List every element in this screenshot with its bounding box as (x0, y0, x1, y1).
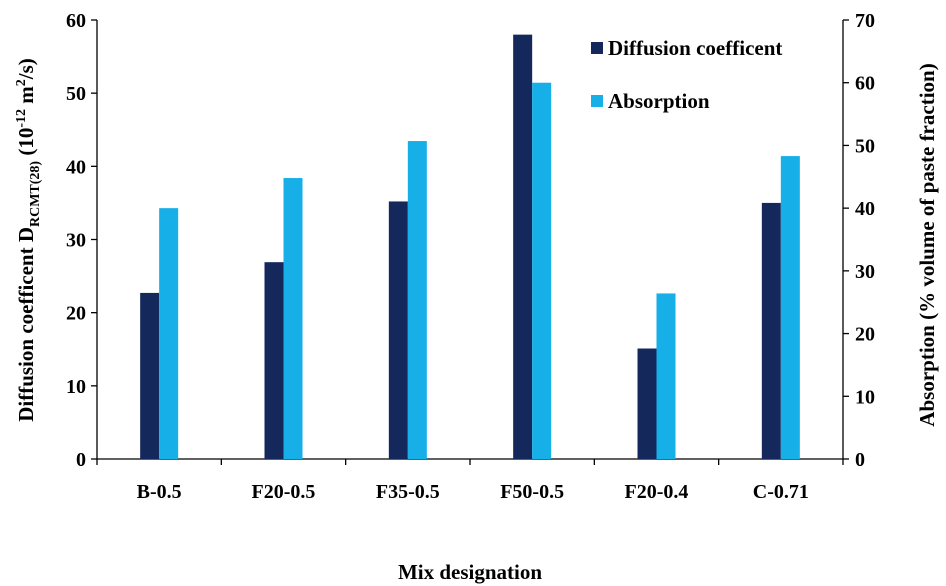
x-tick-label: F35-0.5 (376, 481, 440, 503)
y-tick-label-right: 60 (855, 73, 875, 95)
bar-diffusion-f35-05 (388, 201, 408, 459)
y-axis-title-subscript: RCMT(28) (28, 161, 43, 227)
y-tick-label-left: 20 (66, 303, 86, 325)
y-axis-title-right: Absorption (% volume of paste fraction) (915, 63, 939, 426)
bar-absorption-b-05 (159, 208, 179, 459)
bar-diffusion-f50-05 (513, 34, 533, 460)
y-tick-label-right: 0 (855, 449, 865, 471)
legend: Diffusion coefficent Absorption (591, 36, 782, 113)
y-axis-title-unit-exp: -12 (14, 109, 29, 128)
y-axis-title-unit-open: (10 (14, 128, 38, 161)
legend-swatch-absorption (591, 95, 603, 107)
bars-layer (140, 34, 800, 460)
y-axis-title-left: Diffusion coefficent DRCMT(28) (10-12 m2… (14, 58, 43, 422)
y-tick-label-right: 70 (855, 10, 875, 32)
y-ticks-right: 0 10 20 30 40 50 60 70 (843, 10, 875, 471)
bar-absorption-f50-05 (532, 82, 552, 459)
y-ticks-left: 0 10 20 30 40 50 60 (66, 10, 97, 471)
legend-label-absorption: Absorption (608, 89, 710, 113)
y-tick-label-right: 20 (855, 324, 875, 346)
bar-diffusion-f20-04 (637, 348, 657, 459)
y-axis-title-prefix: Diffusion coefficent D (14, 227, 38, 422)
bar-diffusion-b-05 (140, 292, 160, 459)
bar-absorption-c-071 (780, 156, 800, 459)
y-tick-label-right: 30 (855, 261, 875, 283)
y-axis-title-unit-exp2: 2 (14, 79, 29, 86)
y-tick-label-left: 0 (76, 449, 86, 471)
bar-absorption-f20-04 (656, 293, 676, 459)
bar-absorption-f35-05 (407, 141, 427, 459)
y-tick-label-left: 50 (66, 83, 86, 105)
legend-label-diffusion: Diffusion coefficent (608, 36, 782, 60)
legend-swatch-diffusion (591, 42, 603, 54)
x-axis-title: Mix designation (398, 560, 542, 584)
y-tick-label-right: 40 (855, 198, 875, 220)
y-tick-label-left: 40 (66, 156, 86, 178)
y-tick-label-right: 10 (855, 386, 875, 408)
axes-layer (96, 20, 844, 460)
x-tick-label: F20-0.4 (625, 481, 689, 503)
x-tick-label: B-0.5 (137, 481, 182, 503)
y-tick-label-left: 60 (66, 10, 86, 32)
x-ticks: B-0.5 F20-0.5 F35-0.5 F50-0.5 F20-0.4 C-0.71 (96, 459, 844, 503)
y-tick-label-right: 50 (855, 135, 875, 157)
x-tick-label: F50-0.5 (500, 481, 564, 503)
x-tick-label: C-0.71 (753, 481, 809, 503)
bar-diffusion-c-071 (761, 202, 781, 459)
y-tick-label-left: 30 (66, 230, 86, 252)
bar-absorption-f20-05 (283, 178, 303, 460)
y-axis-title-unit-mid: m (14, 86, 38, 109)
bar-diffusion-f20-05 (264, 262, 284, 459)
y-axis-title-unit-close: /s) (14, 58, 38, 80)
y-tick-label-left: 10 (66, 376, 86, 398)
x-tick-label: F20-0.5 (252, 481, 316, 503)
